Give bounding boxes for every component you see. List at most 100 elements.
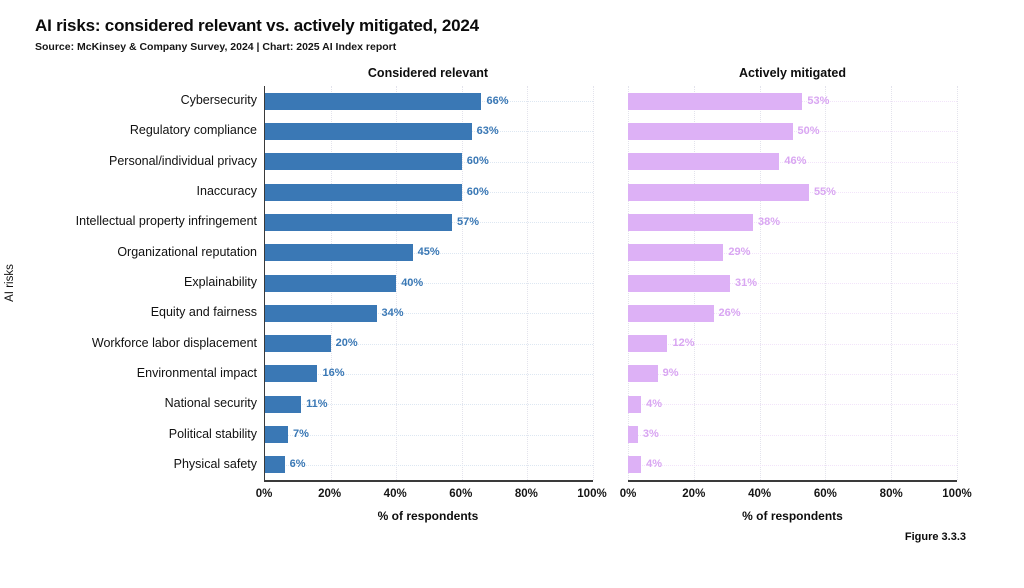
row-leader-line — [265, 464, 593, 466]
category-label: Physical safety — [173, 456, 257, 471]
row-leader-line — [628, 161, 957, 163]
bar — [265, 426, 288, 444]
bar-value-label: 11% — [306, 397, 328, 410]
category-label: Personal/individual privacy — [109, 153, 257, 168]
bar-value-label: 26% — [718, 306, 741, 319]
category-label: Cybersecurity — [180, 93, 257, 108]
bar-value-label: 60% — [466, 155, 489, 168]
vertical-gridline — [957, 86, 958, 480]
bar-value-label: 53% — [807, 94, 830, 107]
panel-title-actively-mitigated: Actively mitigated — [739, 66, 846, 80]
bar-value-label: 50% — [797, 124, 820, 137]
bar — [265, 274, 397, 292]
category-label: Regulatory compliance — [129, 123, 257, 138]
bar — [628, 456, 642, 474]
bar — [628, 153, 780, 171]
x-tick-label: 20% — [682, 488, 706, 500]
bar-value-label: 40% — [401, 276, 424, 289]
x-tick-label: 80% — [879, 488, 903, 500]
category-label: Equity and fairness — [150, 305, 257, 320]
figure-number: Figure 3.3.3 — [904, 531, 966, 543]
bar-value-label: 34% — [381, 306, 404, 319]
row-leader-line — [265, 373, 593, 375]
row-leader-line — [628, 373, 957, 375]
bar — [265, 365, 318, 383]
bar-value-label: 16% — [322, 367, 345, 380]
bar-value-label: 7% — [292, 428, 309, 441]
bar — [265, 92, 482, 110]
x-tick-label: 20% — [318, 488, 342, 500]
bar-value-label: 45% — [417, 246, 440, 259]
x-tick-label: 0% — [619, 488, 637, 500]
row-leader-line — [628, 464, 957, 466]
bar-value-label: 57% — [456, 215, 479, 228]
x-axis-title-right: % of respondents — [742, 509, 843, 523]
bar-value-label: 3% — [642, 428, 659, 441]
bar-value-label: 4% — [646, 397, 663, 410]
category-label: Intellectual property infringement — [75, 214, 257, 229]
category-label: Explainability — [184, 275, 257, 289]
category-label: Inaccuracy — [196, 184, 257, 199]
category-label: National security — [164, 396, 257, 411]
x-tick-label: 100% — [577, 488, 607, 500]
x-tick-label: 60% — [813, 488, 837, 500]
row-leader-line — [628, 131, 957, 133]
row-leader-line — [265, 343, 593, 345]
bar-value-label: 63% — [476, 124, 499, 137]
bar-value-label: 55% — [813, 185, 836, 198]
bar — [628, 304, 714, 322]
bar — [265, 183, 462, 201]
bar — [628, 244, 724, 262]
x-tick-label: 60% — [449, 488, 473, 500]
x-axis-title-left: % of respondents — [377, 509, 479, 523]
row-leader-line — [265, 404, 593, 406]
row-leader-line — [628, 222, 957, 224]
row-leader-line — [628, 252, 957, 254]
row-leader-line — [265, 252, 593, 254]
bar-value-label: 6% — [289, 458, 306, 471]
bar — [265, 456, 285, 474]
x-tick-label: 80% — [514, 488, 538, 500]
bar — [265, 153, 462, 171]
bar — [628, 335, 668, 353]
bar-value-label: 60% — [466, 185, 489, 198]
bar — [265, 395, 302, 413]
category-label: Environmental impact — [136, 365, 257, 380]
bar — [628, 365, 658, 383]
x-tick-label: 100% — [942, 488, 972, 500]
panel-title-considered-relevant: Considered relevant — [367, 66, 489, 80]
bar — [628, 213, 754, 231]
category-label: Workforce labor displacement — [91, 335, 257, 350]
bar — [628, 426, 638, 444]
row-leader-line — [265, 434, 593, 436]
bar-value-label: 9% — [662, 367, 679, 380]
bar — [265, 244, 413, 262]
y-axis-label: AI risks — [4, 264, 16, 302]
plot-considered-relevant: 66% Cybersecurity 63% Regulatory compliance… — [76, 86, 594, 482]
bar — [265, 304, 377, 322]
bar-value-label: 66% — [486, 94, 509, 107]
bar-value-label: 12% — [672, 337, 695, 350]
bar-value-label: 31% — [734, 276, 758, 289]
bar — [628, 183, 809, 201]
row-leader-line — [265, 313, 593, 315]
row-leader-line — [628, 404, 957, 406]
chart-subtitle: Source: McKinsey & Company Survey, 2024 … — [35, 41, 397, 53]
x-tick-label: 40% — [748, 488, 772, 500]
bar-value-label: 46% — [784, 155, 807, 168]
bar — [628, 122, 793, 140]
row-leader-line — [628, 283, 957, 284]
bar — [628, 395, 642, 413]
x-tick-label: 40% — [383, 488, 407, 500]
bar — [628, 92, 803, 110]
bar-value-label: 38% — [758, 215, 781, 228]
vertical-gridline — [593, 86, 594, 480]
plot-actively-mitigated: 53% 50% 46% 55% 38% 29% 31% 26% 12% 9% 4% 3% 4% — [628, 86, 958, 482]
bar — [265, 335, 331, 353]
x-tick-label: 0% — [255, 488, 273, 500]
row-leader-line — [628, 343, 957, 345]
bar-value-label: 20% — [335, 337, 358, 350]
bar — [628, 274, 730, 292]
row-leader-line — [628, 313, 957, 315]
